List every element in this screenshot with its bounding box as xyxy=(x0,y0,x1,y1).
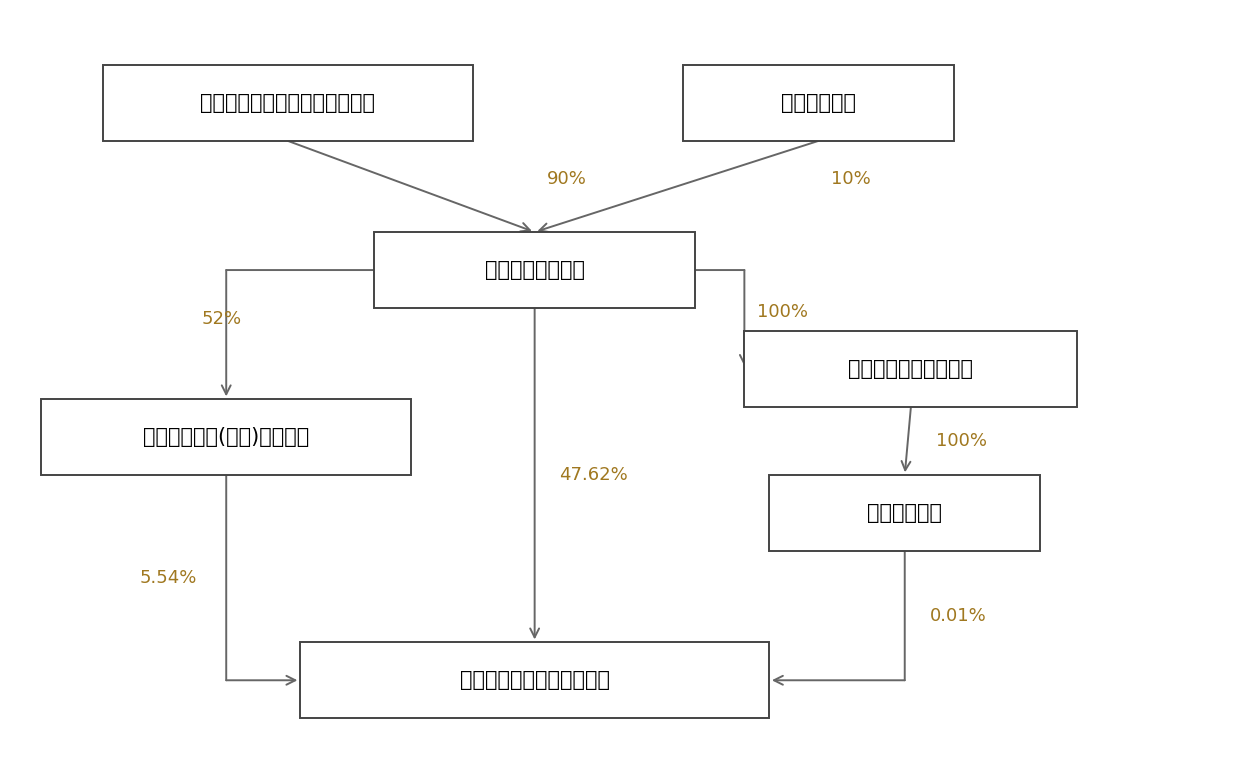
Text: 0.01%: 0.01% xyxy=(929,607,986,624)
Text: 百联集团有限公司: 百联集团有限公司 xyxy=(484,260,585,280)
Text: 100%: 100% xyxy=(935,432,986,450)
Text: 5.54%: 5.54% xyxy=(140,569,197,587)
FancyBboxPatch shape xyxy=(41,399,411,475)
Text: 上海市国有资产监督管理委员会: 上海市国有资产监督管理委员会 xyxy=(200,93,375,113)
FancyBboxPatch shape xyxy=(301,642,769,718)
Text: 昌合有限公司: 昌合有限公司 xyxy=(867,503,943,523)
Text: 90%: 90% xyxy=(546,170,587,188)
Text: 上海友谊复星(控股)有限公司: 上海友谊复星(控股)有限公司 xyxy=(143,427,309,447)
FancyBboxPatch shape xyxy=(103,65,473,141)
Text: 上海市财政局: 上海市财政局 xyxy=(781,93,856,113)
Text: 百联（香港）有限公司: 百联（香港）有限公司 xyxy=(848,359,974,379)
Text: 100%: 100% xyxy=(756,303,807,321)
FancyBboxPatch shape xyxy=(374,232,696,308)
Text: 10%: 10% xyxy=(831,170,871,188)
FancyBboxPatch shape xyxy=(683,65,954,141)
Text: 上海百联集团股份有限公司: 上海百联集团股份有限公司 xyxy=(460,670,610,690)
FancyBboxPatch shape xyxy=(744,331,1078,407)
FancyBboxPatch shape xyxy=(769,475,1041,551)
Text: 47.62%: 47.62% xyxy=(559,466,628,484)
Text: 52%: 52% xyxy=(201,310,242,329)
